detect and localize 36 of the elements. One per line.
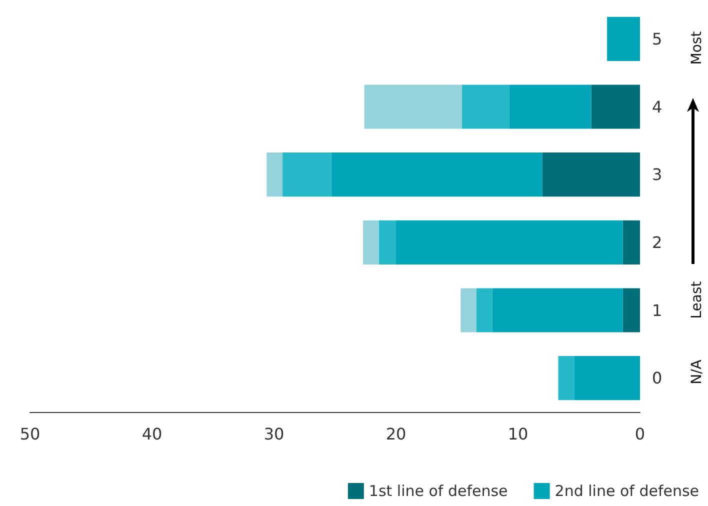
x-tick-label: 10 (508, 424, 528, 444)
x-tick-label: 0 (634, 424, 646, 444)
y-tick-label: 2 (652, 232, 662, 252)
bar (266, 152, 283, 197)
y-tick-label: 0 (652, 368, 662, 388)
text: Least (689, 281, 705, 319)
y-tick-label: 3 (652, 165, 662, 184)
bar (396, 220, 623, 264)
bar (574, 356, 640, 400)
bar (607, 16, 640, 61)
bar (364, 84, 462, 129)
x-tick-label: 20 (386, 424, 406, 444)
bar (492, 288, 623, 332)
bar (622, 220, 640, 264)
bar (378, 220, 396, 264)
bar (282, 152, 332, 197)
x-tick-label: 30 (264, 424, 284, 444)
bar (460, 288, 477, 332)
bar (363, 220, 379, 264)
x-tick-label: 50 (20, 424, 40, 444)
legend-label: 1st line of defense (368, 482, 508, 500)
bar (509, 84, 592, 129)
bar (558, 356, 574, 400)
y-tick-label: 1 (652, 300, 662, 320)
bar (476, 288, 492, 332)
y-tick-label: 4 (652, 97, 662, 116)
text: Most (689, 31, 705, 65)
x-tick-label: 40 (142, 424, 162, 444)
bar (331, 152, 542, 197)
y-tick-label: 5 (652, 29, 662, 48)
legend-label: 2nd line of defense (554, 482, 700, 500)
bar (462, 84, 510, 129)
bar (542, 152, 640, 197)
bar (622, 288, 640, 332)
text: N/A (689, 360, 705, 384)
bar (591, 84, 640, 129)
